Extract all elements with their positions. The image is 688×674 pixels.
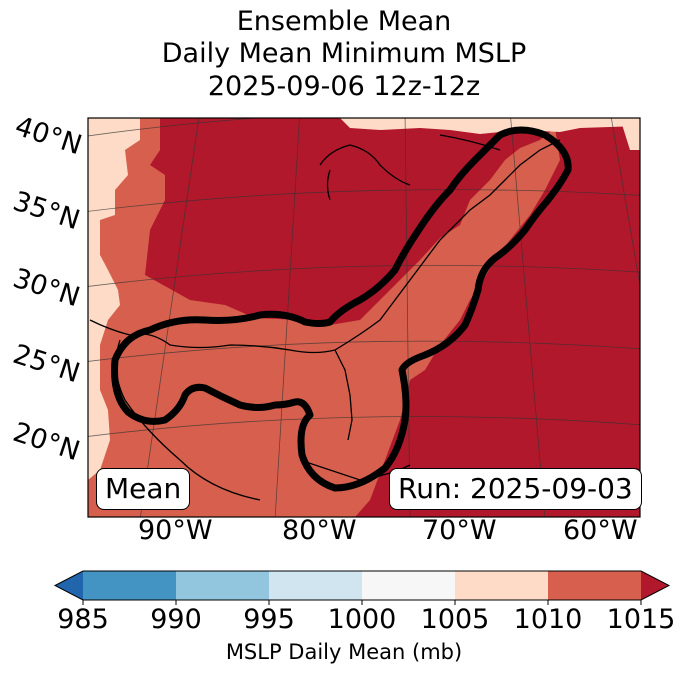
title-line-2: Daily Mean Minimum MSLP <box>161 38 527 69</box>
colorbar-segment <box>362 571 455 600</box>
field-1010-1015 <box>88 118 560 517</box>
cbar-tick-1005: 1005 <box>420 604 490 635</box>
field-1005-1010-patch <box>620 118 640 150</box>
contour-1015 <box>111 126 572 492</box>
title-line-1: Ensemble Mean <box>236 6 452 37</box>
cbar-tick-1000: 1000 <box>327 604 397 635</box>
lon-label-70w: 70°W <box>422 515 497 546</box>
colorbar-extend-low <box>55 571 83 600</box>
colorbar-segment <box>269 571 362 600</box>
lon-label-80w: 80°W <box>282 515 357 546</box>
cbar-tick-1010: 1010 <box>513 604 583 635</box>
cbar-tick-990: 990 <box>150 604 202 635</box>
mean-box: Mean <box>96 468 191 510</box>
run-box: Run: 2025-09-03 <box>389 468 642 510</box>
cbar-tick-1015: 1015 <box>606 604 676 635</box>
colorbar-label: MSLP Daily Mean (mb) <box>225 640 463 664</box>
field-1005-1010-north <box>340 118 640 134</box>
colorbar <box>53 570 671 605</box>
field-1005-1010 <box>88 118 140 480</box>
colorbar-segment <box>83 571 176 600</box>
colorbar-segment <box>548 571 641 600</box>
colorbar-extend-high <box>641 571 669 600</box>
lon-label-60w: 60°W <box>563 515 638 546</box>
colorbar-segment <box>455 571 548 600</box>
cbar-tick-985: 985 <box>57 604 109 635</box>
cbar-tick-995: 995 <box>243 604 295 635</box>
colorbar-segment <box>176 571 269 600</box>
title-line-3: 2025-09-06 12z-12z <box>207 71 481 102</box>
lon-label-90w: 90°W <box>138 515 213 546</box>
map-frame <box>87 117 641 518</box>
